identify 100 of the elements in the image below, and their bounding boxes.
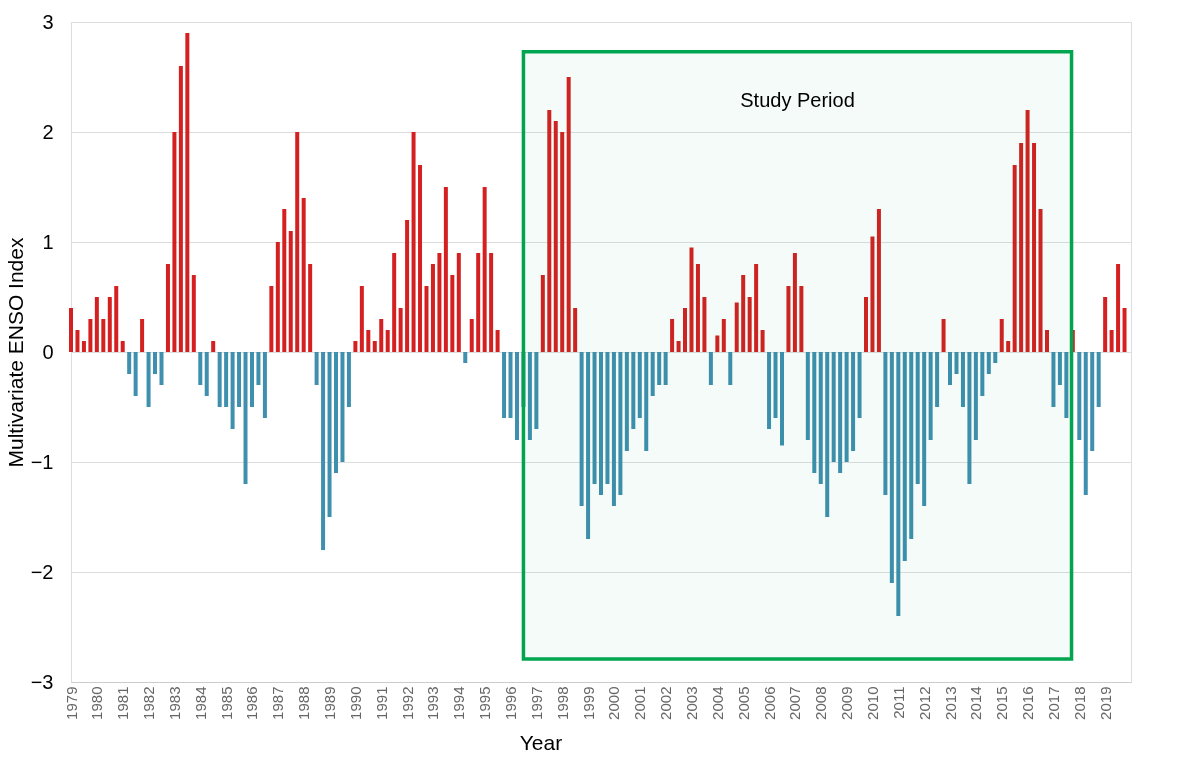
x-tick-label: 1996 xyxy=(502,686,520,720)
bar xyxy=(243,352,248,484)
y-axis-title: Multivariate ENSO Index xyxy=(3,237,27,468)
bar xyxy=(508,352,513,418)
bar xyxy=(676,341,681,352)
bar xyxy=(941,319,946,352)
bar xyxy=(547,110,552,352)
bar xyxy=(631,352,636,429)
bar xyxy=(579,352,584,506)
bar xyxy=(1083,352,1088,495)
bar xyxy=(1032,143,1037,352)
x-tick-label: 1999 xyxy=(579,686,597,720)
y-tick-label: −3 xyxy=(30,670,54,693)
x-tick-label: 1988 xyxy=(295,686,313,720)
bar xyxy=(379,319,384,352)
bar xyxy=(702,297,707,352)
bar xyxy=(1103,297,1108,352)
bar xyxy=(767,352,772,429)
bar xyxy=(437,253,442,352)
bar xyxy=(902,352,907,561)
bar xyxy=(204,352,209,396)
bar xyxy=(870,236,875,352)
x-tick-label: 1985 xyxy=(217,686,235,720)
bar xyxy=(275,242,280,352)
x-tick-label: 1983 xyxy=(165,686,183,720)
x-tick-label: 2011 xyxy=(889,686,907,719)
bar xyxy=(896,352,901,616)
bar xyxy=(288,231,293,352)
bar xyxy=(611,352,616,506)
bar xyxy=(909,352,914,539)
bar xyxy=(411,132,416,352)
bar xyxy=(741,275,746,352)
bar xyxy=(1109,330,1114,352)
bar xyxy=(237,352,242,407)
x-tick-label: 2001 xyxy=(631,686,649,720)
bar xyxy=(1044,330,1049,352)
x-tick-label: 1997 xyxy=(527,686,545,720)
bar xyxy=(385,330,390,352)
bar xyxy=(114,286,119,352)
bar xyxy=(146,352,151,407)
bar xyxy=(211,341,216,352)
bar xyxy=(69,308,73,352)
bar xyxy=(321,352,326,550)
x-tick-label: 2016 xyxy=(1019,686,1037,720)
bar xyxy=(889,352,894,583)
bar xyxy=(172,132,177,352)
bar xyxy=(424,286,429,352)
bar xyxy=(450,275,455,352)
bar xyxy=(999,319,1004,352)
bar xyxy=(249,352,254,407)
bar xyxy=(308,264,313,352)
x-tick-label: 2013 xyxy=(941,686,959,720)
bar xyxy=(566,77,571,352)
bar xyxy=(327,352,332,517)
bar xyxy=(1025,110,1030,352)
bar xyxy=(624,352,629,451)
band-label: Study Period xyxy=(740,89,855,112)
bar xyxy=(301,198,306,352)
bar xyxy=(418,165,423,352)
bar xyxy=(295,132,300,352)
x-tick-label: 2006 xyxy=(760,686,778,720)
x-tick-label: 2008 xyxy=(812,686,830,720)
bar xyxy=(605,352,610,484)
y-tick-label: −1 xyxy=(30,450,54,473)
bar xyxy=(1019,143,1024,352)
bar xyxy=(502,352,507,418)
x-tick-label: 1980 xyxy=(88,686,106,720)
bar xyxy=(1064,352,1069,418)
bar xyxy=(831,352,836,462)
bar xyxy=(728,352,733,385)
x-tick-label: 2015 xyxy=(993,686,1011,720)
bar xyxy=(159,352,164,385)
bar xyxy=(792,253,797,352)
y-tick-label: 1 xyxy=(42,230,54,253)
bar xyxy=(650,352,655,396)
bar xyxy=(133,352,138,396)
x-tick-label: 2002 xyxy=(657,686,675,720)
x-tick-label: 2003 xyxy=(682,686,700,720)
bar xyxy=(986,352,991,374)
bar xyxy=(864,297,868,352)
x-tick-label: 2010 xyxy=(863,686,881,720)
bar xyxy=(334,352,338,473)
bar xyxy=(980,352,985,396)
bar xyxy=(153,352,158,374)
bar xyxy=(715,335,720,352)
bar xyxy=(178,66,183,352)
bar xyxy=(353,341,358,352)
bar xyxy=(883,352,888,495)
x-tick-label: 2014 xyxy=(967,686,985,720)
x-tick-label: 1991 xyxy=(372,686,390,720)
bar xyxy=(191,275,196,352)
x-tick-label: 2007 xyxy=(786,686,804,720)
bar xyxy=(1057,352,1062,385)
bar xyxy=(1090,352,1095,451)
bar xyxy=(456,253,461,352)
bar xyxy=(469,319,474,352)
bar xyxy=(754,264,759,352)
bar xyxy=(573,308,578,352)
bar xyxy=(140,319,145,352)
bar xyxy=(1051,352,1056,407)
